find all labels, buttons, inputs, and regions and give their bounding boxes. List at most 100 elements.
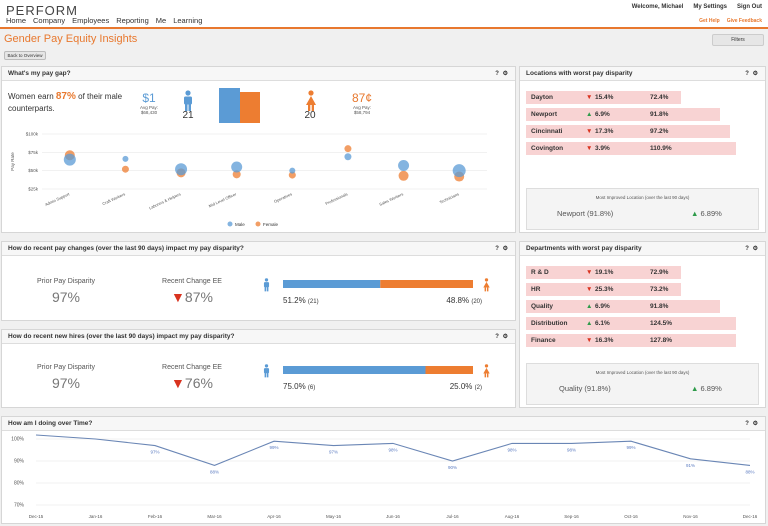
row-name: Finance xyxy=(531,337,556,344)
y-axis-label: Pay Rate xyxy=(10,152,15,171)
female-share-bar xyxy=(380,280,473,288)
help-icon[interactable]: ? xyxy=(745,421,750,427)
headline-post: of their male counterparts. xyxy=(8,92,123,113)
data-label: 88% xyxy=(210,469,219,474)
disparity-row[interactable]: Newport ▲ 6.9% 91.8% xyxy=(526,108,720,121)
arrow-up-icon: ▲ xyxy=(691,209,699,218)
female-share-bar xyxy=(425,366,473,374)
arrow-down-icon: ▼ xyxy=(171,375,185,391)
data-label: 88% xyxy=(745,469,754,474)
row-value: 72.4% xyxy=(650,94,669,101)
data-label: 98% xyxy=(388,447,397,452)
app-logo[interactable]: PERFORM xyxy=(6,3,78,18)
x-tick-label: Sep-16 xyxy=(564,514,579,519)
row-name: Dayton xyxy=(531,94,554,101)
arrow-down-icon: ▼ xyxy=(586,145,593,152)
x-tick-label: Jan-16 xyxy=(89,514,103,519)
panel-title: Departments with worst pay disparity xyxy=(526,245,642,252)
pay-disparity-over-time-chart: 100% 90% 80% 70% Dec-15 Jan-16 Feb-16 Mar-16 Apr… xyxy=(11,434,758,519)
data-label: 91% xyxy=(686,463,695,468)
row-value: 110.9% xyxy=(650,145,672,152)
x-tick-label: Mid Level Officer xyxy=(208,191,238,208)
y-tick-label: $25k xyxy=(28,187,39,192)
x-tick-label: Technicians xyxy=(439,191,460,204)
row-change: 16.3% xyxy=(595,337,614,344)
x-tick-label: Operatives xyxy=(273,191,293,204)
x-tick-label: Sales Workers xyxy=(378,191,404,206)
data-point-male xyxy=(175,163,188,176)
gear-icon[interactable]: ⚙ xyxy=(752,246,759,252)
nav-reporting[interactable]: Reporting xyxy=(116,16,149,25)
help-icon[interactable]: ? xyxy=(745,246,750,252)
row-change: 15.4% xyxy=(595,94,614,101)
arrow-down-icon: ▼ xyxy=(171,289,185,305)
data-label: 90% xyxy=(448,465,457,470)
male-n: (21) xyxy=(307,299,319,305)
data-point-male xyxy=(344,153,352,161)
x-tick-label: Apr-16 xyxy=(267,514,281,519)
row-change: 6.9% xyxy=(595,111,610,118)
arrow-down-icon: ▼ xyxy=(586,269,593,276)
gear-icon[interactable]: ⚙ xyxy=(752,421,759,427)
x-tick-label: Laborers & Helpers xyxy=(148,191,181,210)
nav-learning[interactable]: Learning xyxy=(173,16,203,25)
nav-company[interactable]: Company xyxy=(33,16,66,25)
gear-icon[interactable]: ⚙ xyxy=(502,246,509,252)
disparity-row[interactable]: HR ▼ 25.3% 73.2% xyxy=(526,283,681,296)
get-help-link[interactable]: Get Help xyxy=(699,18,720,24)
y-tick-label: 90% xyxy=(14,459,25,465)
row-value: 97.2% xyxy=(650,128,669,135)
female-avg: $58,794 xyxy=(353,110,371,115)
help-links: Get Help Give Feedback xyxy=(699,18,762,24)
data-label: 97% xyxy=(150,450,159,455)
disparity-row[interactable]: Finance ▼ 16.3% 127.8% xyxy=(526,334,736,347)
my-settings-link[interactable]: My Settings xyxy=(693,4,727,10)
arrow-down-icon: ▼ xyxy=(586,286,593,293)
nav-employees[interactable]: Employees xyxy=(72,16,110,25)
improved-change: 6.89% xyxy=(700,384,722,393)
back-to-overview-button[interactable]: Back to Overview xyxy=(4,51,46,60)
improved-label: Most Improved Location (over the last 90… xyxy=(595,195,690,200)
female-n: (20) xyxy=(471,299,482,305)
prior-disparity-value: 97% xyxy=(51,289,81,305)
row-change: 19.1% xyxy=(595,269,614,276)
female-icon xyxy=(304,90,318,117)
arrow-down-icon: ▼ xyxy=(586,94,593,101)
panel-title: Locations with worst pay disparity xyxy=(526,70,633,77)
disparity-row[interactable]: Covington ▼ 3.9% 110.9% xyxy=(526,142,736,155)
x-tick-label: May-16 xyxy=(326,514,342,519)
male-share-bar xyxy=(283,280,381,288)
filters-button[interactable]: Filters xyxy=(712,34,764,46)
arrow-up-icon: ▲ xyxy=(586,111,593,118)
recent-change-block: ▼87% xyxy=(152,289,232,305)
x-tick-label: Professionals xyxy=(324,191,348,206)
help-icon[interactable]: ? xyxy=(495,71,500,77)
disparity-row[interactable]: Dayton ▼ 15.4% 72.4% xyxy=(526,91,681,104)
male-pay-block: $1 Avg Pay: $68,430 xyxy=(136,91,162,115)
help-icon[interactable]: ? xyxy=(495,334,500,340)
gear-icon[interactable]: ⚙ xyxy=(752,71,759,77)
nav-home[interactable]: Home xyxy=(6,16,27,25)
x-tick-label: Aug-16 xyxy=(505,514,520,519)
help-icon[interactable]: ? xyxy=(495,246,500,252)
give-feedback-link[interactable]: Give Feedback xyxy=(726,18,762,24)
gear-icon[interactable]: ⚙ xyxy=(502,334,509,340)
sign-out-link[interactable]: Sign Out xyxy=(737,4,762,10)
prior-disparity-value: 97% xyxy=(51,375,81,391)
most-improved-department: Most Improved Location (over the last 90… xyxy=(526,363,759,405)
row-value: 91.8% xyxy=(650,111,669,118)
female-icon xyxy=(482,278,491,297)
male-n: (6) xyxy=(307,385,316,391)
nav-me[interactable]: Me xyxy=(155,16,167,25)
row-change: 6.9% xyxy=(595,303,610,310)
row-name: R & D xyxy=(531,269,549,276)
help-icon[interactable]: ? xyxy=(745,71,750,77)
over-time-panel: How am I doing over Time? ? ⚙ 100% 90% 80%… xyxy=(1,416,766,524)
disparity-row[interactable]: Quality ▲ 6.9% 91.8% xyxy=(526,300,720,313)
disparity-row[interactable]: Cincinnati ▼ 17.3% 97.2% xyxy=(526,125,730,138)
gear-icon[interactable]: ⚙ xyxy=(502,71,509,77)
row-value: 73.2% xyxy=(650,286,669,293)
disparity-row[interactable]: Distribution ▲ 6.1% 124.5% xyxy=(526,317,736,330)
disparity-row[interactable]: R & D ▼ 19.1% 72.9% xyxy=(526,266,681,279)
y-tick-label: 70% xyxy=(14,503,25,509)
